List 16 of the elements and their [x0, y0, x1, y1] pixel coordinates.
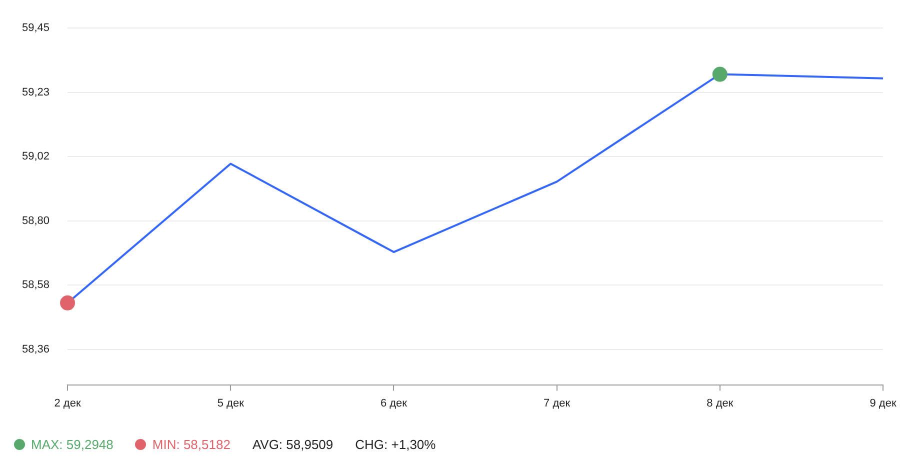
- y-tick-label: 58,80: [22, 214, 50, 227]
- y-tick-label: 59,45: [22, 22, 50, 34]
- text: CHG: +1,30%: [355, 437, 436, 452]
- text: AVG: 58,9509: [252, 437, 334, 452]
- x-tick-label: 9 дек: [870, 397, 896, 410]
- x-tick-label: 8 дек: [706, 397, 734, 410]
- x-tick-label: 6 дек: [380, 397, 408, 410]
- y-tick-label: 58,36: [22, 344, 50, 356]
- legend-label: MIN: 58,5182: [152, 437, 230, 452]
- legend-label: MAX: 59,2948: [31, 437, 114, 452]
- x-tick-label: 5 дек: [217, 397, 244, 410]
- y-tick-label: 59,02: [22, 150, 50, 163]
- y-tick-label: 58,58: [22, 279, 50, 292]
- x-tick-label: 7 дек: [544, 397, 570, 410]
- x-tick-label: 2 дек: [54, 397, 81, 410]
- y-tick-label: 59,23: [22, 86, 50, 98]
